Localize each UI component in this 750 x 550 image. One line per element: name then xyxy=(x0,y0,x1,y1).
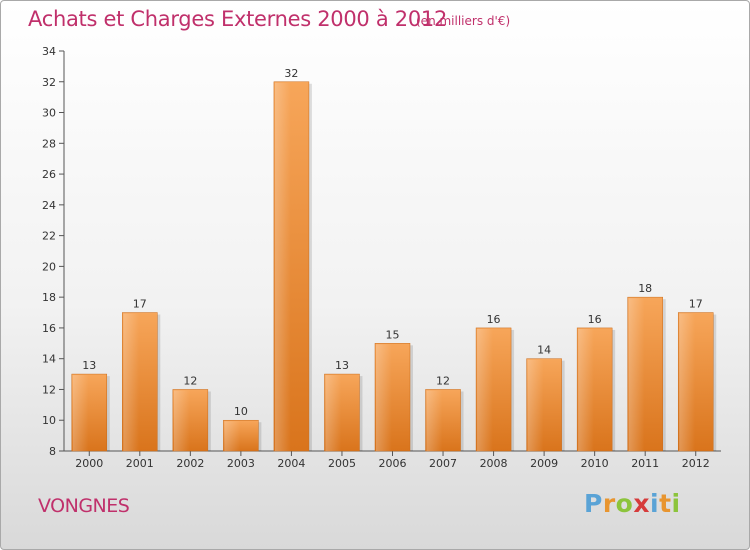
logo-letter: r xyxy=(602,489,616,518)
y-tick-label: 26 xyxy=(42,168,56,181)
y-tick-label: 8 xyxy=(49,445,56,458)
bar xyxy=(526,358,565,452)
bar xyxy=(627,296,666,452)
x-tick-label: 2006 xyxy=(379,457,407,470)
bar xyxy=(172,389,211,452)
bar xyxy=(677,312,717,452)
y-tick-label: 14 xyxy=(42,353,56,366)
bar-value-label: 14 xyxy=(537,344,551,357)
logo-letter: x xyxy=(633,489,650,518)
bar-highlight xyxy=(123,313,140,451)
proxiti-logo: Proxiti xyxy=(584,489,681,518)
y-tick-label: 10 xyxy=(42,414,56,427)
bar-highlight xyxy=(527,359,544,451)
place-name: VONGNES xyxy=(38,495,130,517)
y-tick-label: 20 xyxy=(42,260,56,273)
logo-letter: i xyxy=(650,489,660,518)
bar xyxy=(475,327,515,452)
bar xyxy=(576,327,616,452)
bars xyxy=(71,81,717,452)
bar-value-label: 13 xyxy=(82,359,96,372)
bar xyxy=(122,312,161,452)
x-tick-label: 2008 xyxy=(480,457,508,470)
bar-value-label: 10 xyxy=(234,405,248,418)
bar-value-label: 12 xyxy=(183,374,197,387)
bar-value-label: 16 xyxy=(588,313,602,326)
y-tick-label: 16 xyxy=(42,322,56,335)
logo-letter: P xyxy=(584,489,603,518)
logo-letter: o xyxy=(615,489,634,518)
x-tick-label: 2000 xyxy=(75,457,103,470)
bar xyxy=(324,373,363,452)
bar-highlight xyxy=(578,328,594,451)
bar-value-label: 17 xyxy=(689,298,703,311)
bar-highlight xyxy=(376,344,392,451)
y-tick-label: 28 xyxy=(42,137,56,150)
x-tick-label: 2002 xyxy=(176,457,204,470)
x-tick-label: 2003 xyxy=(227,457,255,470)
y-tick-label: 34 xyxy=(42,45,56,58)
bar xyxy=(71,373,110,452)
y-tick-label: 32 xyxy=(42,76,56,89)
logo-letter: i xyxy=(671,489,681,518)
bar-chart: 8 10 12 14 16 18 20 22 24 26 28 30 32 34 2000 2001 2002 2… xyxy=(42,45,721,470)
logo-letter: t xyxy=(659,489,672,518)
chart-subtitle: (en milliers d'€) xyxy=(416,14,511,28)
x-tick-label: 2012 xyxy=(682,457,710,470)
x-tick-label: 2005 xyxy=(328,457,356,470)
bar-highlight xyxy=(426,390,443,451)
x-tick-label: 2007 xyxy=(429,457,457,470)
axes: 8 10 12 14 16 18 20 22 24 26 28 30 32 34 2000 2001 2002 2… xyxy=(42,45,721,470)
bar xyxy=(273,81,312,452)
value-labels: 13 17 12 10 32 13 15 12 16 14 16 18 17 xyxy=(82,67,702,418)
x-tick-label: 2009 xyxy=(530,457,558,470)
bar-highlight xyxy=(325,375,342,451)
bar-highlight xyxy=(679,313,695,451)
bar xyxy=(425,389,464,452)
y-tick-label: 24 xyxy=(42,199,56,212)
bar-highlight xyxy=(224,421,241,451)
bar-value-label: 17 xyxy=(133,298,147,311)
bar-value-label: 13 xyxy=(335,359,349,372)
bar-value-label: 12 xyxy=(436,374,450,387)
bar xyxy=(374,343,413,452)
bar-highlight xyxy=(173,390,190,451)
x-tick-label: 2001 xyxy=(126,457,154,470)
y-tick-label: 12 xyxy=(42,383,56,396)
bar-highlight xyxy=(274,82,291,452)
bar-value-label: 18 xyxy=(638,282,652,295)
bar-value-label: 32 xyxy=(284,67,298,80)
y-tick-label: 18 xyxy=(42,291,56,304)
x-tick-label: 2010 xyxy=(581,457,609,470)
bar-value-label: 15 xyxy=(386,328,400,341)
bar-value-label: 16 xyxy=(487,313,501,326)
bar-highlight xyxy=(628,298,645,451)
y-tick-label: 22 xyxy=(42,230,56,243)
chart-title: Achats et Charges Externes 2000 à 2012 xyxy=(28,7,448,31)
bar-highlight xyxy=(477,328,493,451)
y-tick-label: 30 xyxy=(42,107,56,120)
x-tick-label: 2004 xyxy=(277,457,305,470)
bar xyxy=(223,419,262,452)
bar-highlight xyxy=(72,375,89,451)
x-tick-label: 2011 xyxy=(631,457,659,470)
